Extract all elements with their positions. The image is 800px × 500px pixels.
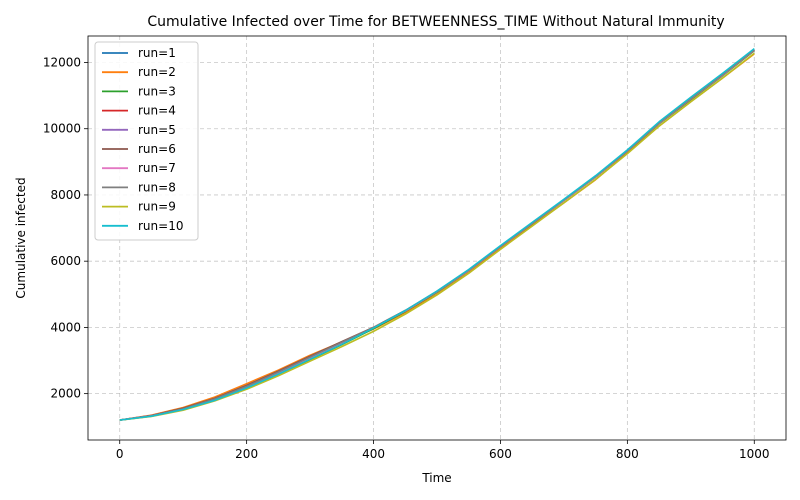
- legend-label-run-6: run=6: [138, 142, 176, 156]
- x-axis-ticks: 0 200 400 600 800 1000: [116, 440, 770, 461]
- legend-label-run-9: run=9: [138, 200, 176, 214]
- chart-title: Cumulative Infected over Time for BETWEE…: [147, 14, 724, 30]
- series-line-run-10: [119, 47, 755, 421]
- x-tick-label-5: 1000: [739, 447, 770, 461]
- x-tick-label-4: 800: [616, 447, 639, 461]
- y-tick-label-4: 10000: [43, 122, 81, 136]
- x-axis-label: Time: [421, 471, 451, 485]
- legend-label-run-4: run=4: [138, 104, 176, 118]
- legend-label-run-3: run=3: [138, 84, 176, 98]
- grid: [88, 36, 786, 440]
- x-tick-label-2: 400: [362, 447, 385, 461]
- legend-label-run-2: run=2: [138, 65, 176, 79]
- x-tick-label-3: 600: [489, 447, 512, 461]
- y-axis-label: Cumulative infected: [14, 177, 28, 298]
- legend-label-run-1: run=1: [138, 46, 176, 60]
- legend-label-run-7: run=7: [138, 161, 176, 175]
- y-axis-ticks: 2000 4000 6000 8000 10000 12000: [43, 55, 88, 401]
- y-tick-label-0: 2000: [50, 387, 81, 401]
- y-tick-label-1: 4000: [50, 320, 81, 334]
- x-tick-label-0: 0: [116, 447, 124, 461]
- plot-frame: [87, 35, 787, 441]
- series-lines: [119, 47, 755, 421]
- y-tick-label-5: 12000: [43, 55, 81, 69]
- y-tick-label-3: 8000: [50, 188, 81, 202]
- y-tick-label-2: 6000: [50, 254, 81, 268]
- legend-label-run-10: run=10: [138, 219, 183, 233]
- legend: run=1 run=2 run=3 run=4 run=5 run=6 run=7 run=8…: [94, 41, 199, 241]
- legend-label-run-8: run=8: [138, 180, 176, 194]
- x-tick-label-1: 200: [235, 447, 258, 461]
- legend-label-run-5: run=5: [138, 123, 176, 137]
